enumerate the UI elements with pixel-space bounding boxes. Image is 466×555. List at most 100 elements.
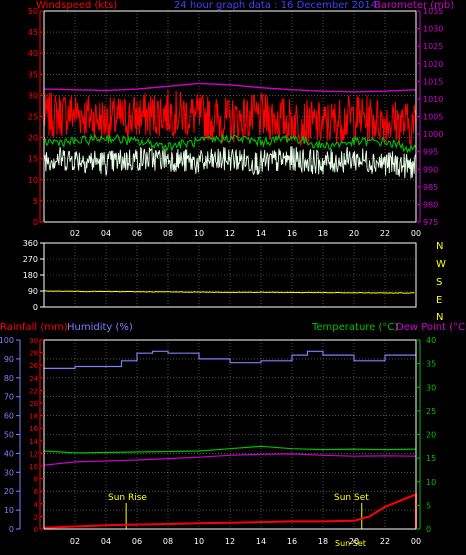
rainfall-tick-label: 16 <box>29 425 38 433</box>
windspeed-tick-label: 15 <box>28 155 38 164</box>
x-tick-label-top: 06 <box>132 229 142 238</box>
humidity-tick-label: 90 <box>4 355 14 364</box>
compass-label-n-bottom: N <box>436 312 443 323</box>
wind-average-series <box>43 133 417 154</box>
windspeed-tick-label: 45 <box>28 28 38 37</box>
x-tick-label-top: 00 <box>411 229 421 238</box>
temperature-tick-label: 15 <box>426 454 436 463</box>
rainfall-tick-label: 18 <box>29 413 38 421</box>
rainfall-tick-label: 20 <box>29 400 38 408</box>
barometer-tick-label: 1005 <box>423 113 443 122</box>
x-tick-label-top: 16 <box>287 229 297 238</box>
series-layer <box>43 82 417 529</box>
windspeed-series <box>43 89 417 147</box>
direction-tick-label: 180 <box>23 271 38 280</box>
windspeed-tick-label: 0 <box>33 218 38 227</box>
dewpoint-series <box>43 453 417 466</box>
rainfall-tick-label: 14 <box>29 438 38 446</box>
humidity-tick-label: 80 <box>4 374 14 383</box>
sun-set-axis-label: Sun Set <box>335 539 366 548</box>
humidity-tick-label: 40 <box>4 449 14 458</box>
windspeed-tick-label: 25 <box>28 113 38 122</box>
temperature-tick-label: 0 <box>426 525 431 534</box>
x-tick-label-bottom: 02 <box>70 537 80 546</box>
x-tick-label-top: 12 <box>225 229 235 238</box>
compass-label-s: S <box>436 277 442 288</box>
x-tick-label-bottom: 08 <box>163 537 173 546</box>
windspeed-tick-label: 35 <box>28 70 38 79</box>
humidity-tick-label: 100 <box>0 336 14 345</box>
humidity-series <box>44 350 417 369</box>
x-tick-label-bottom: 14 <box>256 537 266 546</box>
humidity-tick-label: 20 <box>4 487 14 496</box>
rainfall-series <box>43 492 417 529</box>
humidity-tick-label: 50 <box>4 431 14 440</box>
rainfall-tick-label: 28 <box>29 350 38 358</box>
barometer-tick-label: 995 <box>423 148 438 157</box>
temperature-tick-label: 10 <box>426 478 436 487</box>
temperature-tick-label: 25 <box>426 407 436 416</box>
barometer-tick-label: 1000 <box>423 130 443 139</box>
temperature-series <box>43 445 417 454</box>
windspeed-tick-label: 40 <box>28 49 38 58</box>
barometer-axis-label: Barometer (mb) <box>374 0 454 11</box>
x-tick-label-bottom: 10 <box>194 537 204 546</box>
barometer-tick-label: 1010 <box>423 95 443 104</box>
barometer-tick-label: 985 <box>423 183 438 192</box>
humidity-tick-label: 10 <box>4 506 14 515</box>
rainfall-tick-label: 24 <box>29 375 38 383</box>
temperature-tick-label: 40 <box>426 336 436 345</box>
temperature-tick-label: 35 <box>426 360 436 369</box>
rainfall-axis-label: Rainfall (mm) <box>0 322 68 333</box>
temperature-axis-label: Temperature (°C) <box>311 322 398 333</box>
barometer-tick-label: 1025 <box>423 42 443 51</box>
sun-rise-label: Sun Rise <box>108 493 147 503</box>
windspeed-tick-label: 30 <box>28 91 38 100</box>
temperature-tick-label: 30 <box>426 383 436 392</box>
rainfall-tick-label: 10 <box>29 463 38 471</box>
x-tick-label-top: 20 <box>349 229 359 238</box>
humidity-tick-label: 60 <box>4 412 14 421</box>
temperature-tick-label: 20 <box>426 431 436 440</box>
rainfall-tick-label: 4 <box>34 501 39 509</box>
rainfall-tick-label: 22 <box>29 387 38 395</box>
x-tick-label-bottom: 00 <box>411 537 421 546</box>
barometer-tick-label: 990 <box>423 165 438 174</box>
rainfall-tick-label: 0 <box>34 526 38 534</box>
rainfall-tick-label: 6 <box>34 488 39 496</box>
x-tick-label-top: 10 <box>194 229 204 238</box>
rainfall-tick-label: 30 <box>29 337 38 345</box>
dewpoint-axis-label: Dew Point (°C) <box>396 322 466 333</box>
sun-set-label: Sun Set <box>334 493 369 503</box>
x-tick-label-top: 22 <box>380 229 390 238</box>
rainfall-tick-label: 2 <box>34 513 38 521</box>
barometer-tick-label: 975 <box>423 218 438 227</box>
x-tick-label-top: 14 <box>256 229 266 238</box>
barometer-series <box>43 82 417 93</box>
humidity-tick-label: 70 <box>4 393 14 402</box>
direction-tick-label: 270 <box>23 255 38 264</box>
frame-layer <box>16 10 421 530</box>
barometer-tick-label: 1015 <box>423 77 443 86</box>
humidity-axis-label: Humidity (%) <box>67 322 133 333</box>
x-tick-label-top: 08 <box>163 229 173 238</box>
graph-date-title: 24 hour graph data : 16 December 2014 <box>174 0 377 11</box>
wind-direction-series <box>43 290 415 294</box>
x-tick-label-bottom: 22 <box>380 537 390 546</box>
x-tick-label-bottom: 20 <box>349 537 359 546</box>
direction-tick-label: 90 <box>28 287 38 296</box>
windspeed-tick-label: 10 <box>28 176 38 185</box>
direction-tick-label: 0 <box>33 303 38 312</box>
temperature-tick-label: 5 <box>426 501 431 510</box>
rainfall-tick-label: 8 <box>34 476 38 484</box>
compass-label-n-top: N <box>436 241 443 252</box>
wind-lull-series <box>43 146 417 179</box>
compass-label-w: W <box>436 259 446 270</box>
compass-label-e: E <box>436 295 442 306</box>
humidity-tick-label: 30 <box>4 468 14 477</box>
barometer-tick-label: 1035 <box>423 7 443 16</box>
x-tick-label-top: 02 <box>70 229 80 238</box>
